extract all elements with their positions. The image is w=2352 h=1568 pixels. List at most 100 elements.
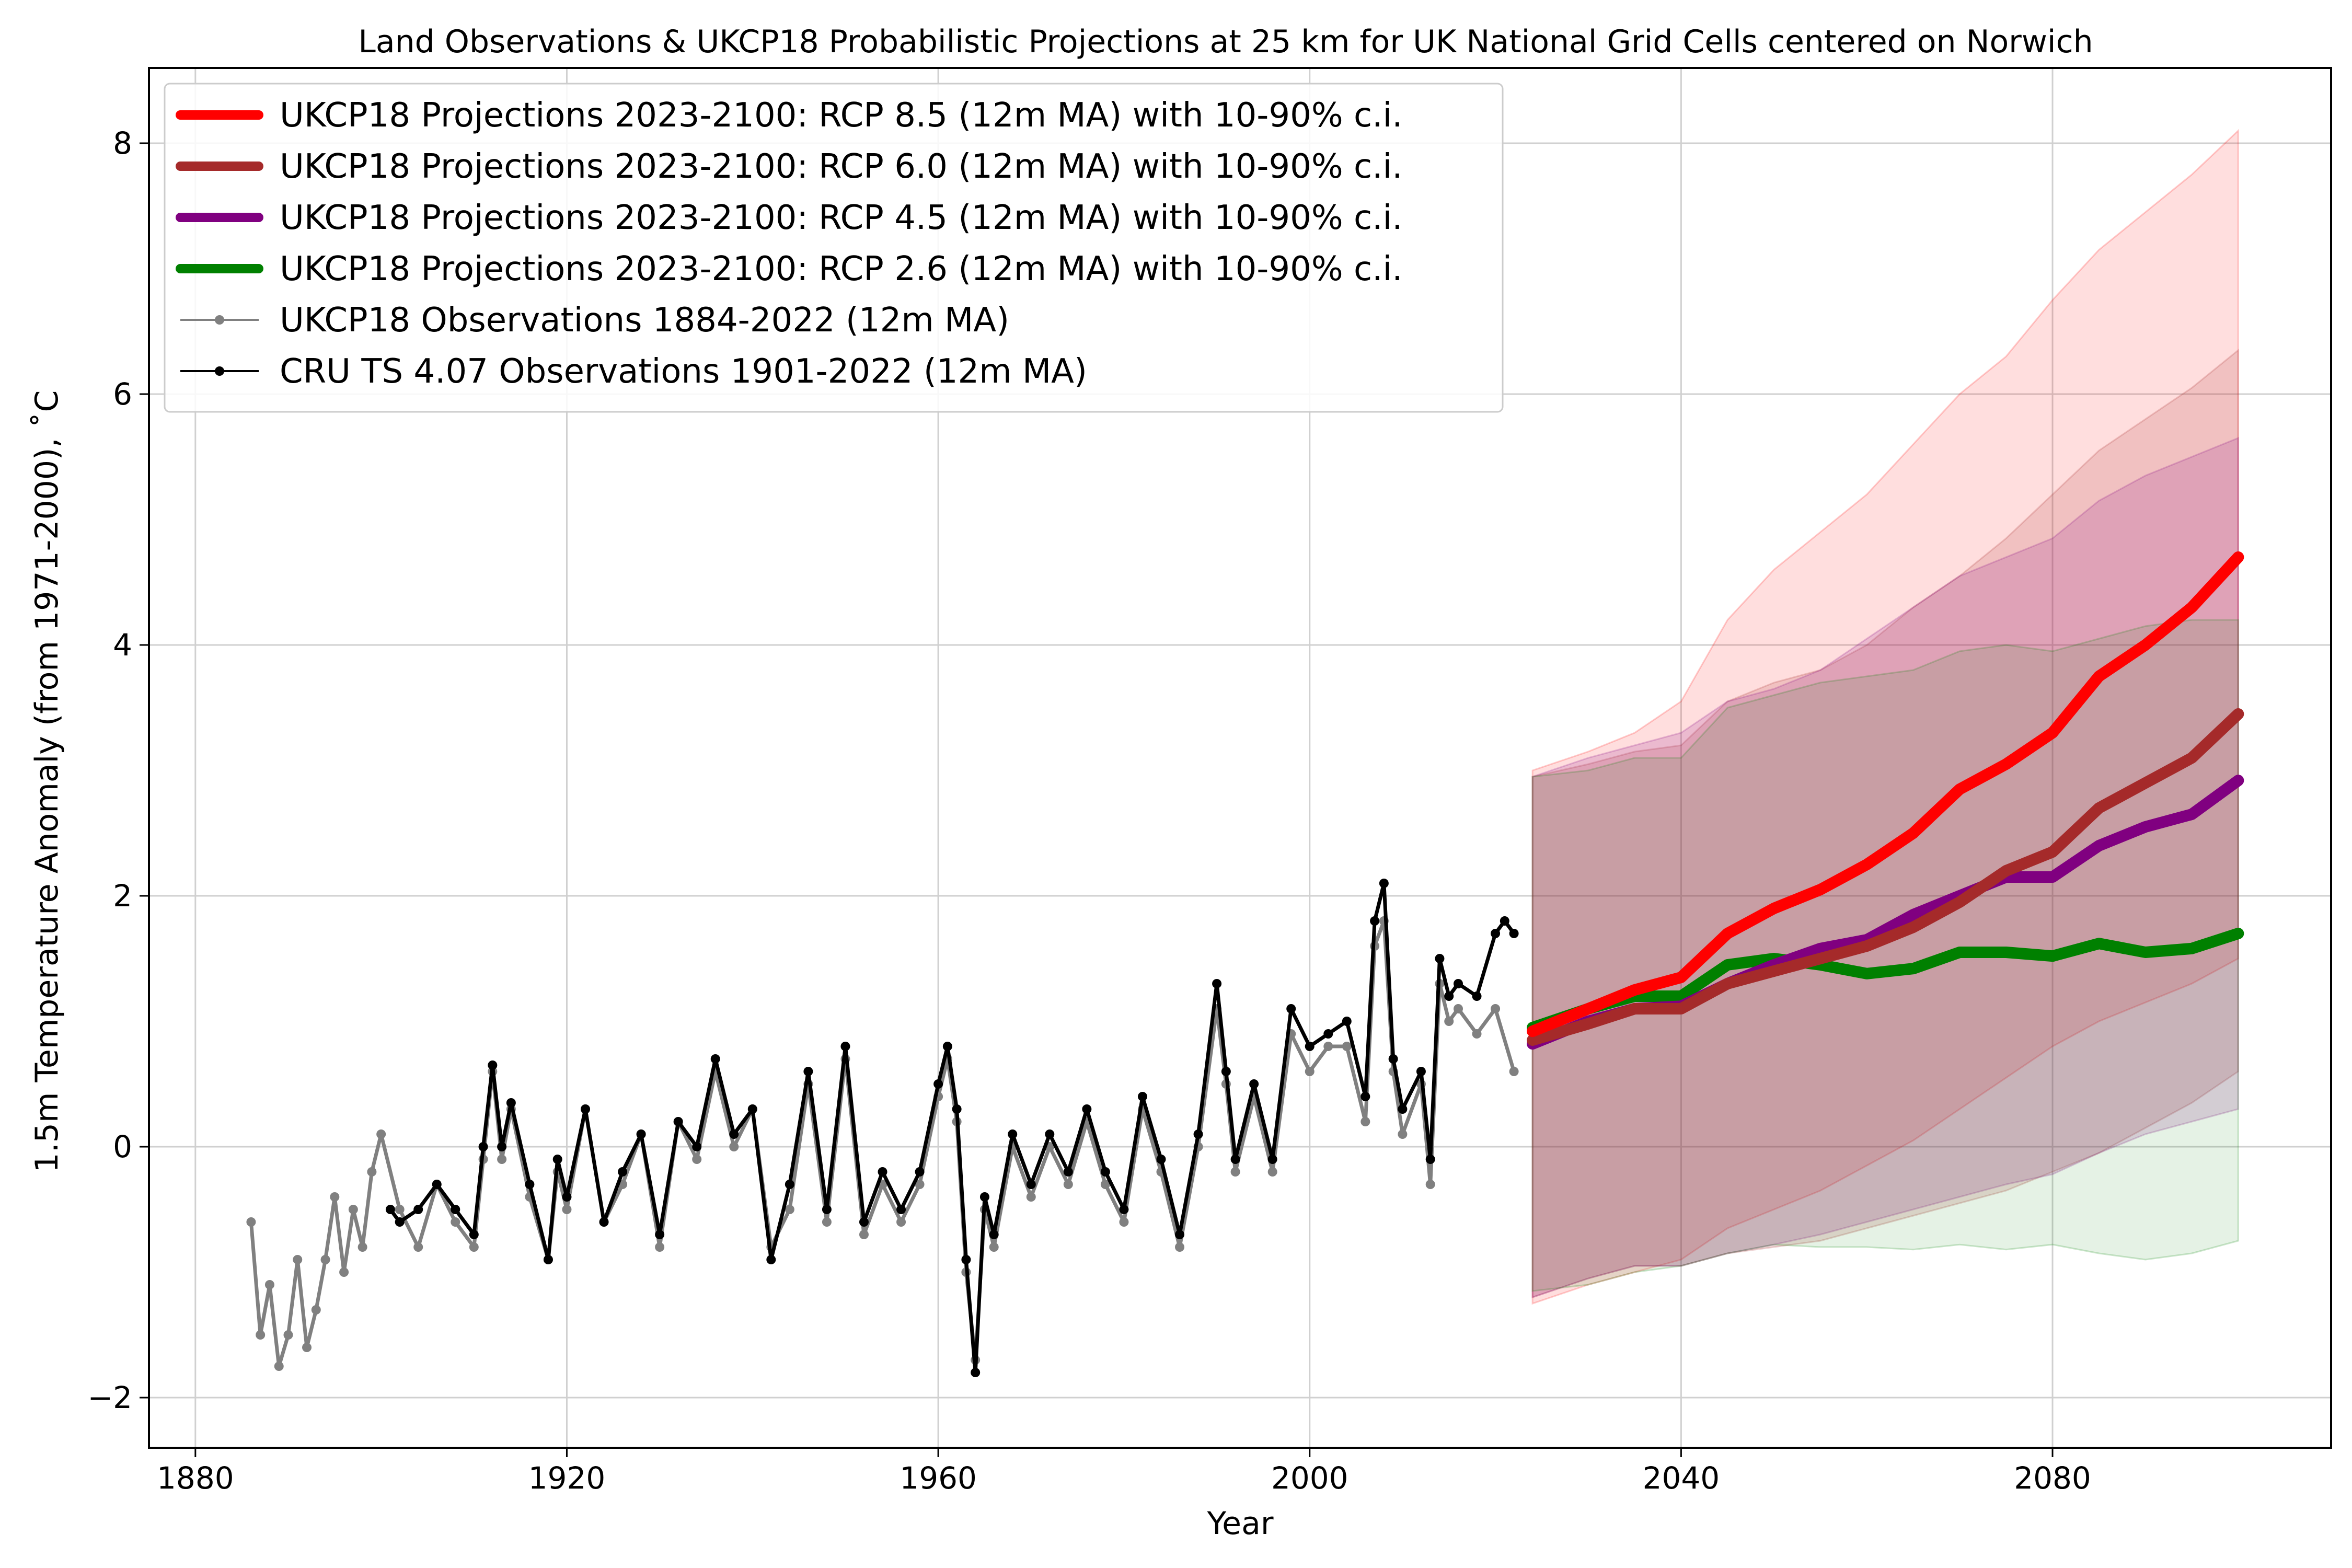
data-point [1370, 916, 1380, 926]
data-point [1472, 991, 1482, 1001]
projection-series [1527, 551, 2244, 1050]
data-point [989, 1230, 999, 1239]
data-point [979, 1192, 989, 1202]
data-point [785, 1205, 794, 1214]
data-point [747, 1104, 757, 1114]
data-point [729, 1142, 739, 1151]
x-axis-label: Year [1206, 1505, 1273, 1542]
ci-band-1 [1531, 348, 2239, 1299]
data-point [562, 1192, 572, 1202]
data-point [274, 1362, 284, 1371]
data-point [264, 1280, 274, 1289]
data-point [840, 1042, 850, 1051]
data-point [785, 1180, 794, 1189]
data-point [673, 1117, 683, 1126]
data-point [552, 1155, 562, 1164]
data-point [432, 1180, 442, 1189]
series-line-3 [1527, 928, 2244, 1033]
data-point [1323, 1029, 1333, 1039]
data-point [256, 1330, 266, 1340]
x-tick-label: 1960 [900, 1460, 977, 1496]
data-point [451, 1205, 460, 1214]
data-point [1425, 1155, 1435, 1164]
data-point [1193, 1129, 1203, 1139]
legend-label: UKCP18 Projections 2023-2100: RCP 4.5 (1… [280, 199, 1403, 237]
ci-band-3 [1531, 619, 2239, 1292]
data-point [618, 1167, 628, 1177]
data-point [942, 1042, 952, 1051]
data-point [822, 1217, 832, 1227]
data-point [543, 1255, 553, 1264]
data-point [1221, 1067, 1231, 1076]
y-tick-label: 0 [113, 1129, 132, 1165]
data-point [952, 1104, 962, 1114]
data-point [367, 1167, 377, 1177]
x-tick-label: 2040 [1643, 1460, 1720, 1496]
data-point [1342, 1017, 1352, 1026]
data-point [636, 1129, 646, 1139]
data-point [1444, 1017, 1454, 1026]
data-point [1026, 1192, 1036, 1202]
data-point [692, 1155, 702, 1164]
legend-label: UKCP18 Projections 2023-2100: RCP 2.6 (1… [280, 250, 1403, 289]
data-point [413, 1242, 423, 1252]
data-point [1100, 1167, 1110, 1177]
data-point [1416, 1067, 1426, 1076]
chart-title: Land Observations & UKCP18 Probabilistic… [358, 24, 2093, 60]
data-point [710, 1054, 720, 1064]
data-point [1398, 1104, 1408, 1114]
data-point [1063, 1180, 1073, 1189]
data-point [915, 1167, 925, 1177]
data-point [469, 1230, 479, 1239]
y-tick-label: 8 [113, 125, 132, 161]
data-point [478, 1142, 488, 1151]
data-point [1230, 1155, 1240, 1164]
data-point [878, 1167, 887, 1177]
y-axis-label: 1.5m Temperature Anomaly (from 1971-2000… [29, 390, 65, 1173]
y-tick-label: −2 [88, 1380, 133, 1415]
series-line-5 [389, 881, 1516, 1375]
data-point [1249, 1079, 1259, 1089]
data-point [451, 1217, 460, 1227]
legend-marker [215, 366, 224, 376]
data-point [803, 1067, 813, 1076]
data-point [330, 1192, 340, 1202]
data-point [1509, 929, 1519, 938]
x-tick-label: 2000 [1271, 1460, 1348, 1496]
data-point [488, 1060, 498, 1070]
data-point [1305, 1067, 1315, 1076]
legend-frame [164, 83, 1504, 413]
data-point [246, 1217, 256, 1227]
x-axis-ticks: 1880 1920 1960 2000 2040 2080 [157, 1448, 2091, 1496]
data-point [1008, 1129, 1018, 1139]
data-point [1305, 1042, 1315, 1051]
data-point [655, 1242, 665, 1252]
data-point [1082, 1104, 1092, 1114]
legend-marker [215, 315, 224, 325]
data-point [1444, 991, 1454, 1001]
data-point [1175, 1242, 1185, 1252]
data-point [1500, 916, 1509, 926]
data-point [376, 1129, 386, 1139]
y-tick-label: 2 [113, 878, 132, 914]
data-point [896, 1217, 906, 1227]
data-point [1323, 1042, 1333, 1051]
data-point [1119, 1217, 1129, 1227]
data-point [395, 1217, 405, 1227]
data-point [1026, 1180, 1036, 1189]
data-point [766, 1255, 776, 1264]
data-point [283, 1330, 293, 1340]
data-point [822, 1205, 832, 1214]
data-point [1491, 1004, 1501, 1013]
ci-band-2 [1531, 436, 2239, 1299]
data-point [1045, 1129, 1055, 1139]
data-point [339, 1267, 349, 1277]
data-point [1361, 1092, 1370, 1101]
data-point [1491, 929, 1501, 938]
legend-label: UKCP18 Projections 2023-2100: RCP 8.5 (1… [280, 96, 1403, 135]
data-point [1286, 1004, 1296, 1013]
data-point [358, 1242, 367, 1252]
data-point [385, 1205, 395, 1214]
data-point [1156, 1155, 1166, 1164]
